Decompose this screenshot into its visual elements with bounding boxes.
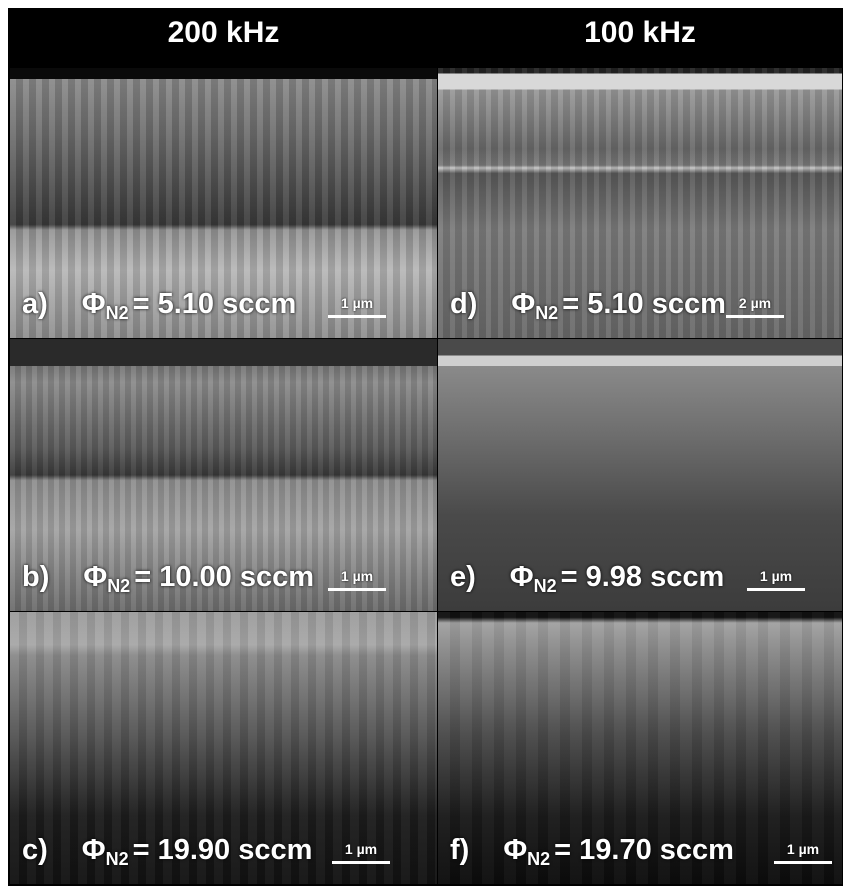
scale-bar: 1 µm bbox=[328, 568, 386, 591]
panel-caption: b) ΦN2= 10.00 sccm bbox=[22, 561, 314, 597]
scale-bar: 2 µm bbox=[726, 295, 784, 318]
scale-bar: 1 µm bbox=[747, 568, 805, 591]
column-title: 100 kHz bbox=[438, 16, 842, 50]
scale-label: 1 µm bbox=[328, 568, 386, 584]
panel-caption: c) ΦN2= 19.90 sccm bbox=[22, 834, 312, 870]
subscript: N2 bbox=[535, 303, 558, 323]
symbol: Φ bbox=[510, 561, 534, 593]
sem-panel: e) ΦN2= 9.98 sccm 1 µm bbox=[438, 339, 842, 611]
flow-value: = 5.10 sccm bbox=[562, 288, 726, 320]
panel-caption: a) ΦN2= 5.10 sccm bbox=[22, 288, 296, 324]
panel-label: a) bbox=[22, 288, 48, 320]
scale-label: 1 µm bbox=[328, 295, 386, 311]
scale-label: 1 µm bbox=[332, 841, 390, 857]
scale-label: 1 µm bbox=[774, 841, 832, 857]
sem-panel: b) ΦN2= 10.00 sccm 1 µm bbox=[10, 339, 437, 611]
subscript: N2 bbox=[106, 849, 129, 869]
flow-value: = 19.90 sccm bbox=[133, 834, 313, 866]
column-title: 200 kHz bbox=[10, 16, 437, 50]
flow-value: = 19.70 sccm bbox=[554, 834, 734, 866]
subscript: N2 bbox=[106, 303, 129, 323]
scale-line bbox=[328, 315, 386, 318]
panel-label: c) bbox=[22, 834, 48, 866]
scale-line bbox=[328, 588, 386, 591]
panel-caption: d) ΦN2= 5.10 sccm bbox=[450, 288, 726, 324]
sem-panel: a) ΦN2= 5.10 sccm 1 µm bbox=[10, 68, 437, 338]
panel-label: d) bbox=[450, 288, 477, 320]
subscript: N2 bbox=[527, 849, 550, 869]
symbol: Φ bbox=[83, 561, 107, 593]
scale-bar: 1 µm bbox=[774, 841, 832, 864]
subscript: N2 bbox=[534, 576, 557, 596]
scale-line bbox=[332, 861, 390, 864]
flow-value: = 10.00 sccm bbox=[134, 561, 314, 593]
panel-caption: e) ΦN2= 9.98 sccm bbox=[450, 561, 724, 597]
scale-label: 1 µm bbox=[747, 568, 805, 584]
scale-line bbox=[726, 315, 784, 318]
sem-panel: f) ΦN2= 19.70 sccm 1 µm bbox=[438, 612, 842, 884]
scale-line bbox=[774, 861, 832, 864]
figure: 200 kHz 100 kHz a)ΦN2= 5.10 sccm1 µmb)ΦN… bbox=[0, 0, 849, 890]
scale-label: 2 µm bbox=[726, 295, 784, 311]
symbol: Φ bbox=[82, 834, 106, 866]
panel-caption: f) ΦN2= 19.70 sccm bbox=[450, 834, 734, 870]
panel-label: b) bbox=[22, 561, 49, 593]
symbol: Φ bbox=[511, 288, 535, 320]
flow-value: = 5.10 sccm bbox=[133, 288, 297, 320]
subscript: N2 bbox=[107, 576, 130, 596]
scale-bar: 1 µm bbox=[332, 841, 390, 864]
symbol: Φ bbox=[82, 288, 106, 320]
scale-line bbox=[747, 588, 805, 591]
scale-bar: 1 µm bbox=[328, 295, 386, 318]
flow-value: = 9.98 sccm bbox=[561, 561, 725, 593]
panel-label: e) bbox=[450, 561, 476, 593]
sem-panel: c) ΦN2= 19.90 sccm 1 µm bbox=[10, 612, 437, 884]
symbol: Φ bbox=[503, 834, 527, 866]
panel-label: f) bbox=[450, 834, 469, 866]
